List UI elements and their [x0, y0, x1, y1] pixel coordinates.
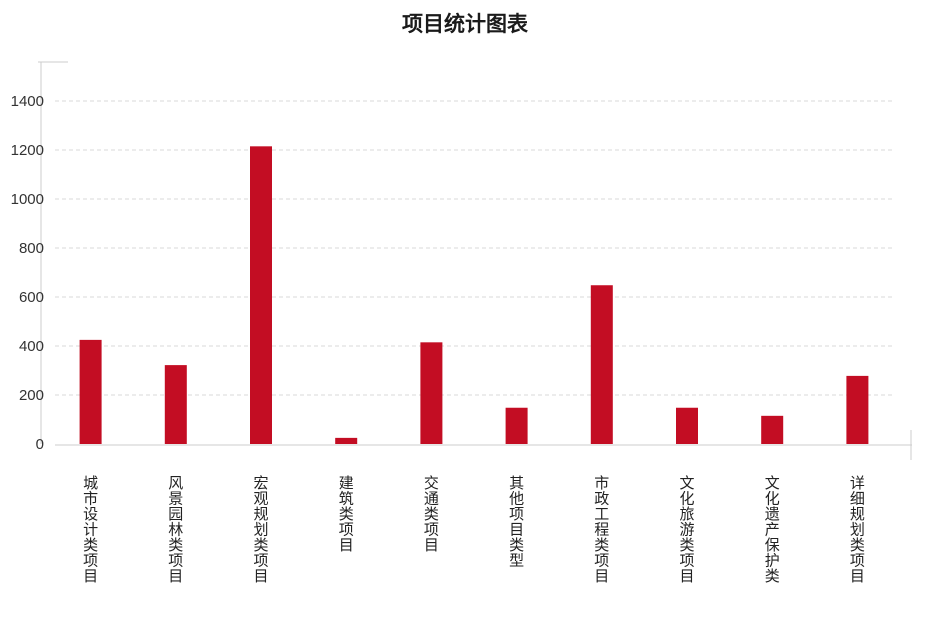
y-tick-label: 1400	[11, 93, 44, 110]
y-tick-label: 600	[19, 289, 44, 306]
chart-title: 项目统计图表	[402, 12, 528, 36]
x-tick-label: 城市设计类项目	[83, 474, 98, 585]
bar	[335, 437, 358, 444]
bar	[420, 342, 443, 444]
bars	[79, 146, 869, 444]
y-tick-label: 200	[19, 387, 44, 404]
x-tick-label: 市政工程类项目	[594, 474, 609, 585]
x-tick-label: 风景园林类项目	[168, 474, 183, 585]
x-tick-label: 宏观规划类项目	[253, 474, 268, 585]
bar	[79, 339, 102, 444]
bar	[846, 375, 869, 444]
y-tick-label: 1200	[11, 142, 44, 159]
bar	[590, 285, 613, 444]
y-tick-label: 0	[36, 436, 44, 453]
x-tick-label: 其他项目类型	[509, 474, 524, 570]
x-tick-labels: 城市设计类项目 风景园林类项目 宏观规划类项目 建筑类项目 交通类项目 其他项目类型 市政工…	[83, 474, 865, 585]
x-tick-label: 文化遗产保护类	[765, 474, 780, 585]
x-tick-label: 建筑类项目	[339, 474, 354, 554]
x-tick-label: 文化旅游类项目	[679, 474, 694, 585]
y-tick-label: 400	[19, 338, 44, 355]
x-tick-label: 交通类项目	[424, 474, 439, 554]
y-tick-label: 800	[19, 240, 44, 257]
bar	[761, 415, 784, 444]
bar	[505, 407, 528, 444]
x-tick-label: 详细规划类项目	[850, 474, 865, 585]
gridlines	[55, 100, 893, 396]
y-tick-label: 1000	[11, 191, 44, 208]
bar	[164, 365, 187, 444]
axes	[38, 61, 912, 460]
y-tick-labels: 0 200 400 600 800 1000 1200 1400	[11, 93, 44, 453]
bar	[676, 407, 698, 444]
bar	[250, 146, 272, 444]
